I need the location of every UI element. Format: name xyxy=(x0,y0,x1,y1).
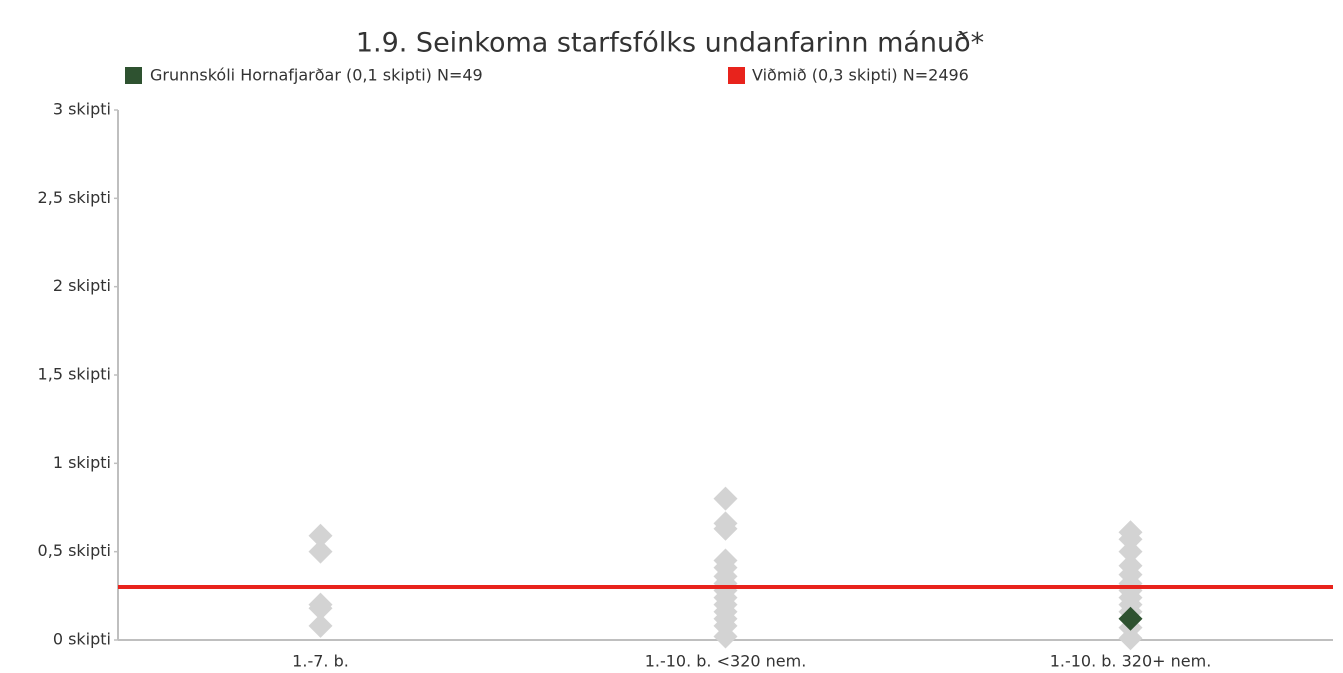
comparison-point xyxy=(308,613,333,638)
comparison-point xyxy=(713,486,738,511)
legend-label: Viðmið (0,3 skipti) N=2496 xyxy=(752,66,969,85)
comparison-point xyxy=(1118,539,1143,564)
x-tick-label: 1.-10. b. 320+ nem. xyxy=(1050,652,1212,671)
comparison-point xyxy=(1118,527,1143,552)
x-tick-label: 1.-7. b. xyxy=(292,652,349,671)
x-tick-label: 1.-10. b. <320 nem. xyxy=(645,652,807,671)
y-tick-label: 3 skipti xyxy=(53,100,111,119)
comparison-point xyxy=(308,523,333,548)
y-tick-label: 1 skipti xyxy=(53,453,111,472)
school-point xyxy=(1118,606,1143,631)
y-tick-label: 2 skipti xyxy=(53,276,111,295)
y-tick-label: 0,5 skipti xyxy=(38,541,111,560)
y-tick-label: 1,5 skipti xyxy=(38,365,111,384)
comparison-point xyxy=(1118,626,1143,651)
legend-swatch xyxy=(125,67,142,84)
comparison-point xyxy=(713,624,738,649)
comparison-point xyxy=(308,596,333,621)
legend-label: Grunnskóli Hornafjarðar (0,1 skipti) N=4… xyxy=(150,66,483,85)
chart-title: 1.9. Seinkoma starfsfólks undanfarinn má… xyxy=(356,28,984,59)
legend-swatch xyxy=(728,67,745,84)
comparison-point xyxy=(713,516,738,541)
y-tick-label: 0 skipti xyxy=(53,630,111,649)
comparison-point xyxy=(308,539,333,564)
y-tick-label: 2,5 skipti xyxy=(38,188,111,207)
